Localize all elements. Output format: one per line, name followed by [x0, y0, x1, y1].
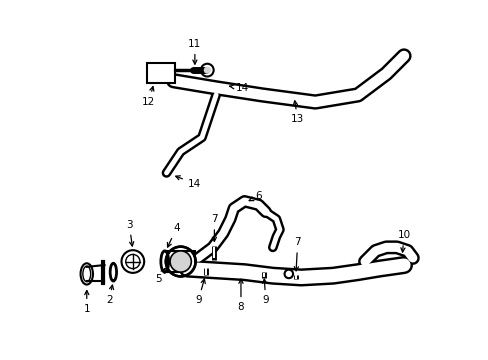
Text: 3: 3	[126, 220, 134, 246]
Text: 6: 6	[249, 191, 261, 201]
Text: 1: 1	[83, 291, 90, 314]
Circle shape	[170, 251, 191, 272]
Circle shape	[203, 67, 210, 74]
Text: 14: 14	[175, 176, 201, 189]
Text: 9: 9	[262, 279, 268, 305]
Text: 11: 11	[188, 39, 201, 64]
FancyBboxPatch shape	[147, 63, 175, 82]
Text: 12: 12	[142, 86, 155, 107]
Text: 13: 13	[290, 101, 304, 125]
Text: 2: 2	[105, 285, 113, 305]
Text: 8: 8	[237, 279, 244, 312]
FancyBboxPatch shape	[166, 251, 195, 272]
Text: 10: 10	[397, 230, 410, 252]
Text: 5: 5	[155, 269, 165, 284]
Text: 9: 9	[195, 279, 205, 305]
Text: 4: 4	[167, 223, 180, 247]
Text: 7: 7	[294, 237, 300, 271]
Text: 14: 14	[229, 83, 248, 93]
Text: 7: 7	[211, 214, 217, 242]
